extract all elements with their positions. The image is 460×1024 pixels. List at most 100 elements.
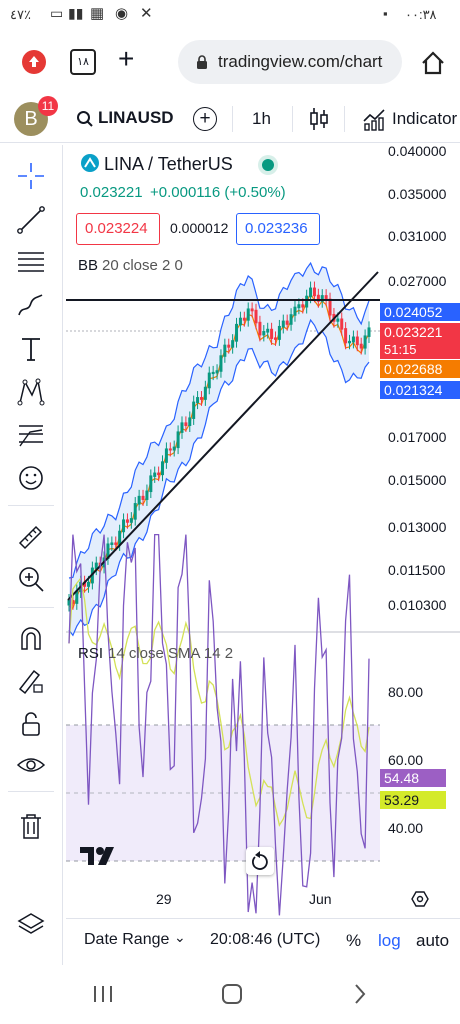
signal-icon: ▮▮: [68, 5, 84, 21]
buy-button[interactable]: 0.023236: [236, 213, 320, 245]
market-status-dot[interactable]: [262, 159, 274, 171]
tradingview-logo[interactable]: [80, 845, 120, 867]
indicators-icon[interactable]: [362, 107, 386, 131]
crosshair-icon[interactable]: [14, 159, 48, 193]
auto-toggle[interactable]: auto: [416, 931, 450, 950]
toolbar-divider: [8, 607, 54, 608]
chart-area[interactable]: LINA / TetherUS 0.023221 +0.000116 (+0.5…: [66, 143, 460, 965]
candle-body: [125, 519, 129, 523]
percent-toggle[interactable]: %: [346, 931, 362, 950]
fib-retracement-icon[interactable]: [14, 245, 48, 279]
candle-body: [184, 422, 188, 426]
home-nav-icon[interactable]: [220, 982, 244, 1006]
rsi-axis-label: 40.00: [388, 820, 424, 836]
home-icon[interactable]: [420, 50, 446, 81]
toolbar-divider: [8, 505, 54, 506]
page-update-icon[interactable]: [22, 50, 46, 74]
text-tool-icon[interactable]: [14, 332, 48, 366]
candle-body: [289, 314, 293, 325]
interval-button[interactable]: 1h: [252, 109, 271, 128]
bb-upper-tag: 0.024052: [380, 303, 460, 321]
candle-body: [106, 543, 110, 559]
candle-body: [351, 336, 355, 343]
layers-icon[interactable]: [14, 908, 48, 942]
rsi-sma-line: [68, 576, 370, 827]
toolbar-divider: [8, 791, 54, 792]
bid-price: 0.023224: [85, 220, 148, 237]
candle-body: [262, 331, 266, 336]
candle-body: [176, 431, 180, 449]
bar-countdown: 51:15: [384, 342, 417, 357]
candle-body: [196, 397, 200, 404]
candle-body: [238, 317, 242, 326]
pattern-icon[interactable]: [14, 375, 48, 409]
toolbar-divider: [344, 106, 345, 132]
compare-add-icon[interactable]: +: [193, 107, 217, 131]
candle-body: [285, 320, 289, 325]
price-axis-label: 0.010300: [388, 597, 447, 613]
rsi-value-tag: 54.48: [380, 769, 446, 787]
back-icon[interactable]: [352, 982, 368, 1006]
candle-body: [161, 461, 165, 476]
candle-body: [328, 298, 332, 316]
bb-lower-tag: 0.021324: [380, 381, 460, 399]
wifi-icon: ◉: [115, 5, 129, 22]
rsi-params: 14 close SMA 14 2: [108, 645, 234, 662]
chevron-down-icon[interactable]: ⌄: [174, 929, 186, 945]
reset-chart-button[interactable]: [246, 847, 274, 875]
candle-body: [359, 343, 363, 349]
rsi-label[interactable]: RSI: [78, 645, 104, 662]
brush-icon[interactable]: [14, 289, 48, 323]
candle-body: [297, 304, 301, 309]
symbol-search-button[interactable]: LINAUSD: [98, 108, 174, 127]
utc-clock[interactable]: 20:08:46 (UTC): [210, 931, 321, 948]
log-toggle[interactable]: log: [378, 931, 401, 950]
chart-canvas[interactable]: [66, 145, 460, 965]
price-axis-label: 0.013000: [388, 519, 447, 535]
candle-body: [172, 446, 176, 451]
candle-body: [203, 386, 207, 400]
date-range-button[interactable]: Date Range: [84, 931, 170, 948]
candle-body: [344, 328, 348, 344]
prediction-icon[interactable]: [14, 418, 48, 452]
recents-icon[interactable]: [92, 984, 114, 1004]
reset-icon: [252, 851, 268, 870]
settings-icon[interactable]: [411, 890, 429, 908]
search-icon[interactable]: [76, 110, 94, 128]
magnet-icon[interactable]: [14, 621, 48, 655]
candle-body: [227, 344, 231, 348]
candle-body: [281, 320, 285, 328]
candle-body: [254, 309, 258, 324]
candles-icon[interactable]: [308, 106, 330, 132]
lock-drawings-icon[interactable]: [14, 663, 48, 697]
candle-body: [320, 295, 324, 302]
sim-icon: ▦: [90, 5, 105, 22]
ruler-icon[interactable]: [14, 519, 48, 553]
status-bar: ٤٧٪ ▭ ▮▮ ▦ ◉ ✕ ▪ ۰۰:۳۸: [0, 0, 460, 30]
drawing-toolbar: [0, 145, 63, 965]
sell-button[interactable]: 0.023224: [76, 213, 160, 245]
candle-body: [215, 370, 219, 374]
emoji-icon[interactable]: [14, 461, 48, 495]
eye-icon[interactable]: [14, 749, 48, 783]
address-bar[interactable]: tradingview.com/chart: [178, 40, 402, 84]
rsi-lines: [68, 533, 370, 916]
zoom-in-icon[interactable]: [14, 562, 48, 596]
candle-body: [363, 335, 367, 349]
clock-text: ۰۰:۳۸: [405, 7, 437, 22]
trend-line[interactable]: [67, 271, 379, 601]
new-tab-icon[interactable]: +: [118, 43, 135, 74]
candle-body: [258, 321, 262, 336]
indicators-button[interactable]: Indicator: [392, 109, 458, 128]
rsi-line: [68, 533, 370, 916]
candle-body: [129, 518, 133, 523]
unlock-icon[interactable]: [14, 707, 48, 741]
trend-line-icon[interactable]: [14, 203, 48, 237]
candle-body: [277, 325, 281, 340]
candle-body: [309, 287, 313, 298]
bb-label[interactable]: BB: [78, 257, 99, 274]
candle-body: [355, 336, 359, 346]
tabs-count-button[interactable]: ۱۸: [70, 49, 96, 75]
trash-icon[interactable]: [14, 809, 48, 843]
price-axis-label: 0.017000: [388, 429, 447, 445]
